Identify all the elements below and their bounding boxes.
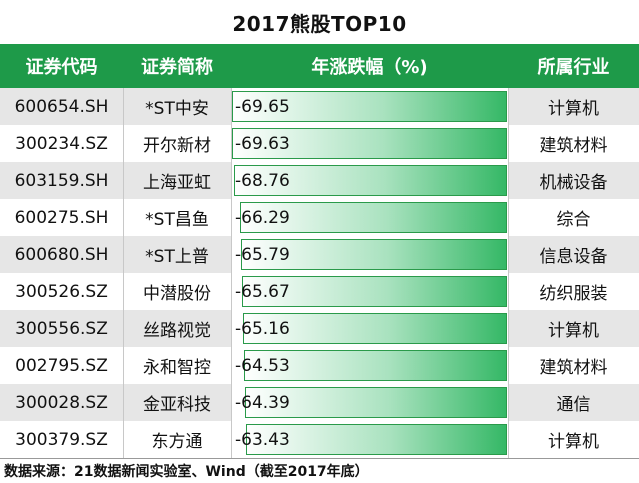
cell-name: 金亚科技: [143, 395, 211, 415]
cell-name: *ST上普: [145, 247, 209, 267]
cell-name: *ST昌鱼: [145, 210, 209, 230]
change-value: -63.43: [235, 429, 290, 450]
cell-industry: 建筑材料: [539, 136, 608, 156]
cell-industry: 建筑材料: [539, 358, 608, 378]
table-row: 300028.SZ 金亚科技 -64.39 通信: [0, 384, 639, 422]
cell-code: 300234.SZ: [15, 133, 108, 154]
cell-code: 603159.SH: [14, 170, 109, 191]
change-bar: [244, 350, 507, 381]
cell-change: -65.67: [231, 273, 508, 310]
change-value: -66.29: [235, 207, 290, 228]
change-bar: [244, 387, 507, 418]
change-value: -65.16: [235, 318, 290, 339]
table-row: 300526.SZ 中潜股份 -65.67 纺织服装: [0, 273, 639, 311]
table-row: 300556.SZ 丝路视觉 -65.16 计算机: [0, 310, 639, 348]
cell-change: -65.16: [231, 310, 508, 347]
change-bar: [232, 91, 507, 122]
table-header: 证券代码 证券简称 年涨跌幅（%) 所属行业: [0, 44, 639, 88]
change-value: -64.39: [235, 392, 290, 413]
cell-change: -65.79: [231, 236, 508, 273]
change-bar: [246, 424, 507, 455]
change-value: -69.63: [235, 133, 290, 154]
cell-industry: 计算机: [548, 432, 599, 452]
column-divider: [231, 88, 232, 458]
cell-name: 开尔新材: [143, 136, 211, 156]
header-code: 证券代码: [25, 57, 98, 78]
cell-name: 上海亚虹: [143, 173, 211, 193]
change-bar: [234, 165, 507, 196]
cell-change: -68.76: [231, 162, 508, 199]
change-value: -65.67: [235, 281, 290, 302]
cell-code: 300556.SZ: [15, 318, 108, 339]
change-bar: [232, 128, 507, 159]
change-value: -65.79: [235, 244, 290, 265]
cell-code: 300028.SZ: [15, 392, 108, 413]
change-bar: [239, 202, 507, 233]
change-bar: [241, 276, 507, 307]
cell-change: -69.63: [231, 125, 508, 162]
change-value: -64.53: [235, 355, 290, 376]
table-title: 2017熊股TOP10: [232, 11, 407, 36]
cell-industry: 综合: [556, 210, 591, 230]
table-row: 603159.SH 上海亚虹 -68.76 机械设备: [0, 162, 639, 200]
table-row: 300379.SZ 东方通 -63.43 计算机: [0, 421, 639, 459]
column-divider: [123, 88, 124, 458]
table-row: 300234.SZ 开尔新材 -69.63 建筑材料: [0, 125, 639, 163]
column-divider: [508, 88, 509, 458]
cell-code: 600654.SH: [14, 96, 109, 117]
cell-code: 300379.SZ: [15, 429, 108, 450]
change-bar: [242, 313, 507, 344]
cell-industry: 信息设备: [539, 247, 608, 267]
cell-name: 中潜股份: [143, 284, 211, 304]
cell-industry: 计算机: [548, 99, 599, 119]
cell-code: 300526.SZ: [15, 281, 108, 302]
cell-change: -64.39: [231, 384, 508, 421]
cell-industry: 机械设备: [539, 173, 608, 193]
cell-change: -69.65: [231, 88, 508, 125]
source-note: 数据来源：21数据新闻实验室、Wind（截至2017年底）: [0, 458, 639, 483]
cell-change: -66.29: [231, 199, 508, 236]
change-bar: [241, 239, 507, 270]
header-change: 年涨跌幅（%): [311, 57, 428, 78]
cell-code: 600680.SH: [14, 244, 109, 265]
cell-industry: 计算机: [548, 321, 599, 341]
cell-change: -64.53: [231, 347, 508, 384]
table-row: 600680.SH *ST上普 -65.79 信息设备: [0, 236, 639, 274]
cell-code: 002795.SZ: [15, 355, 108, 376]
header-name: 证券简称: [141, 57, 213, 78]
table-row: 002795.SZ 永和智控 -64.53 建筑材料: [0, 347, 639, 385]
cell-code: 600275.SH: [14, 207, 109, 228]
change-value: -69.65: [235, 96, 290, 117]
cell-industry: 纺织服装: [539, 284, 608, 304]
cell-name: *ST中安: [145, 99, 209, 119]
cell-name: 永和智控: [143, 358, 211, 378]
table-row: 600275.SH *ST昌鱼 -66.29 综合: [0, 199, 639, 237]
cell-change: -63.43: [231, 421, 508, 458]
cell-name: 东方通: [151, 432, 203, 452]
cell-name: 丝路视觉: [143, 321, 211, 341]
header-industry: 所属行业: [537, 57, 610, 78]
change-value: -68.76: [235, 170, 290, 191]
cell-industry: 通信: [556, 395, 591, 415]
table-row: 600654.SH *ST中安 -69.65 计算机: [0, 88, 639, 126]
